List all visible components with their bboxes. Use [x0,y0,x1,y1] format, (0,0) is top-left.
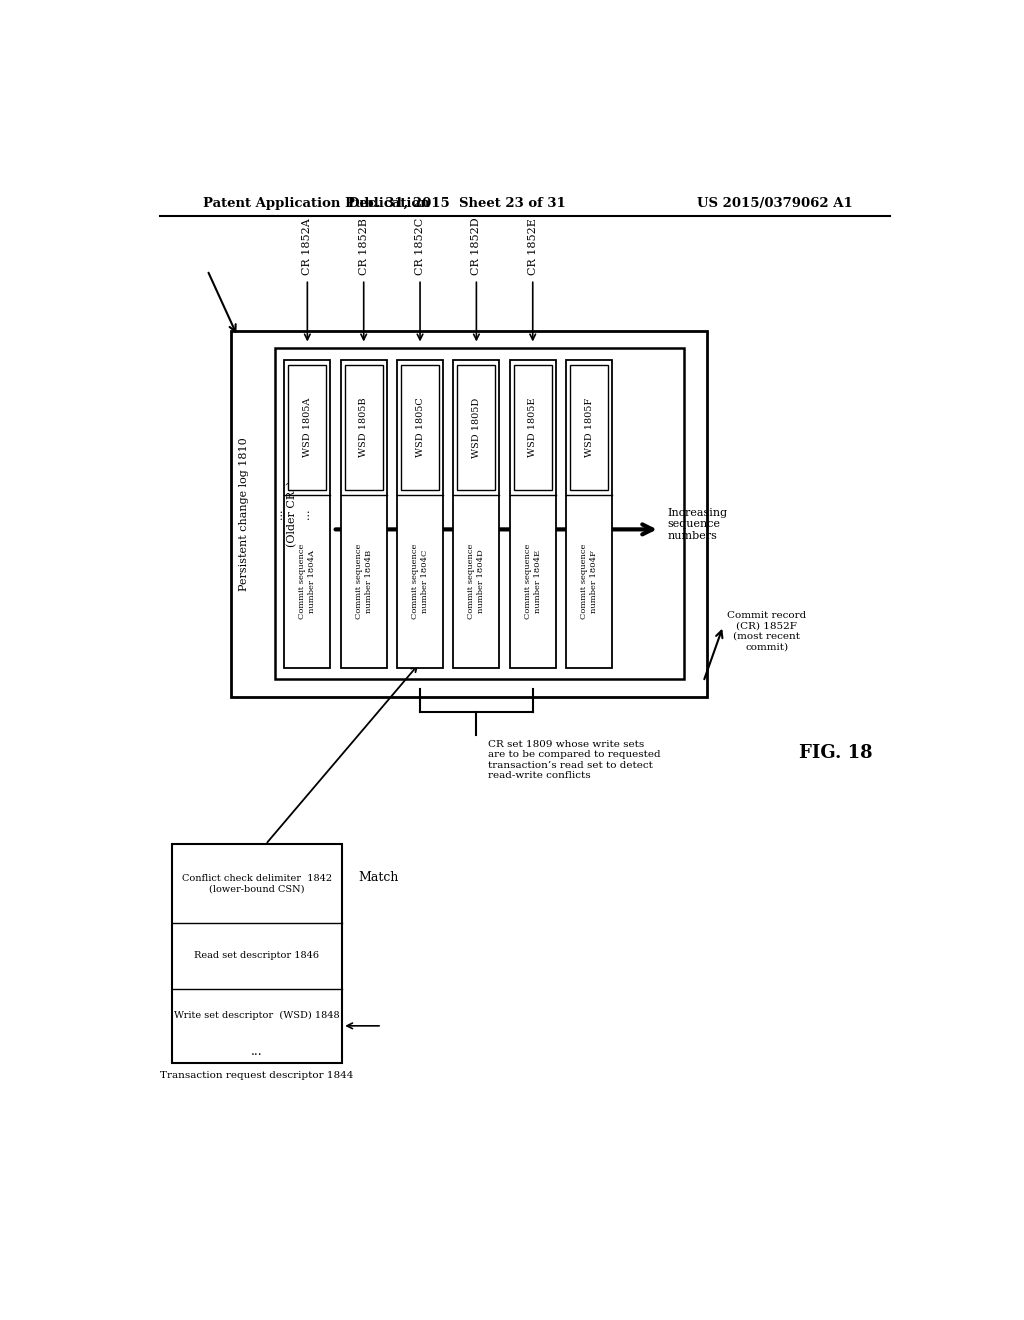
Text: WSD 1805E: WSD 1805E [528,397,538,457]
Bar [289,364,327,490]
Text: Commit record
(CR) 1852F
(most recent
commit): Commit record (CR) 1852F (most recent co… [727,611,807,651]
Bar [510,359,556,668]
Text: WSD 1805D: WSD 1805D [472,397,481,458]
Text: CR 1852C: CR 1852C [415,218,425,276]
Text: Commit sequence
number 1804E: Commit sequence number 1804E [524,544,542,619]
Bar [397,359,443,668]
Text: Write set descriptor  (WSD) 1848: Write set descriptor (WSD) 1848 [174,1011,340,1020]
Bar [345,364,383,490]
Text: WSD 1805A: WSD 1805A [303,397,312,457]
Text: WSD 1805C: WSD 1805C [416,397,425,457]
Text: CR 1852A: CR 1852A [302,219,312,276]
Text: Transaction request descriptor 1844: Transaction request descriptor 1844 [161,1071,353,1080]
Text: Read set descriptor 1846: Read set descriptor 1846 [195,952,319,961]
Bar [570,364,608,490]
Bar [458,364,496,490]
Text: Commit sequence
number 1804D: Commit sequence number 1804D [468,544,485,619]
Text: Persistent change log 1810: Persistent change log 1810 [239,437,249,591]
Text: Commit sequence
number 1804C: Commit sequence number 1804C [412,544,429,619]
Text: Commit sequence
number 1804A: Commit sequence number 1804A [298,544,316,619]
Text: Commit sequence
number 1804F: Commit sequence number 1804F [581,544,598,619]
Text: CR 1852E: CR 1852E [527,218,538,276]
Text: WSD 1805B: WSD 1805B [359,397,369,457]
Text: WSD 1805F: WSD 1805F [585,397,594,457]
Text: Match: Match [358,871,398,884]
Text: Conflict check delimiter  1842
(lower-bound CSN): Conflict check delimiter 1842 (lower-bou… [182,874,332,894]
Bar [454,359,500,668]
Text: Dec. 31, 2015  Sheet 23 of 31: Dec. 31, 2015 Sheet 23 of 31 [348,197,566,210]
Bar [231,331,708,697]
Text: Patent Application Publication: Patent Application Publication [204,197,430,210]
Text: Commit sequence
number 1804B: Commit sequence number 1804B [354,544,373,619]
Bar [172,845,342,1063]
Bar [341,359,387,668]
Text: FIG. 18: FIG. 18 [799,744,872,762]
Text: CR 1852D: CR 1852D [471,218,481,276]
Text: ...: ... [251,1045,263,1057]
Bar [401,364,439,490]
Text: ...
(Older CRs)
...: ... (Older CRs) ... [273,480,310,546]
Bar [566,359,612,668]
Text: CR 1852B: CR 1852B [358,218,369,276]
Bar [274,348,684,678]
Bar [285,359,331,668]
Text: US 2015/0379062 A1: US 2015/0379062 A1 [697,197,853,210]
Text: CR set 1809 whose write sets
are to be compared to requested
transaction’s read : CR set 1809 whose write sets are to be c… [488,739,660,780]
Bar [514,364,552,490]
Text: Increasing
sequence
numbers: Increasing sequence numbers [668,508,728,541]
